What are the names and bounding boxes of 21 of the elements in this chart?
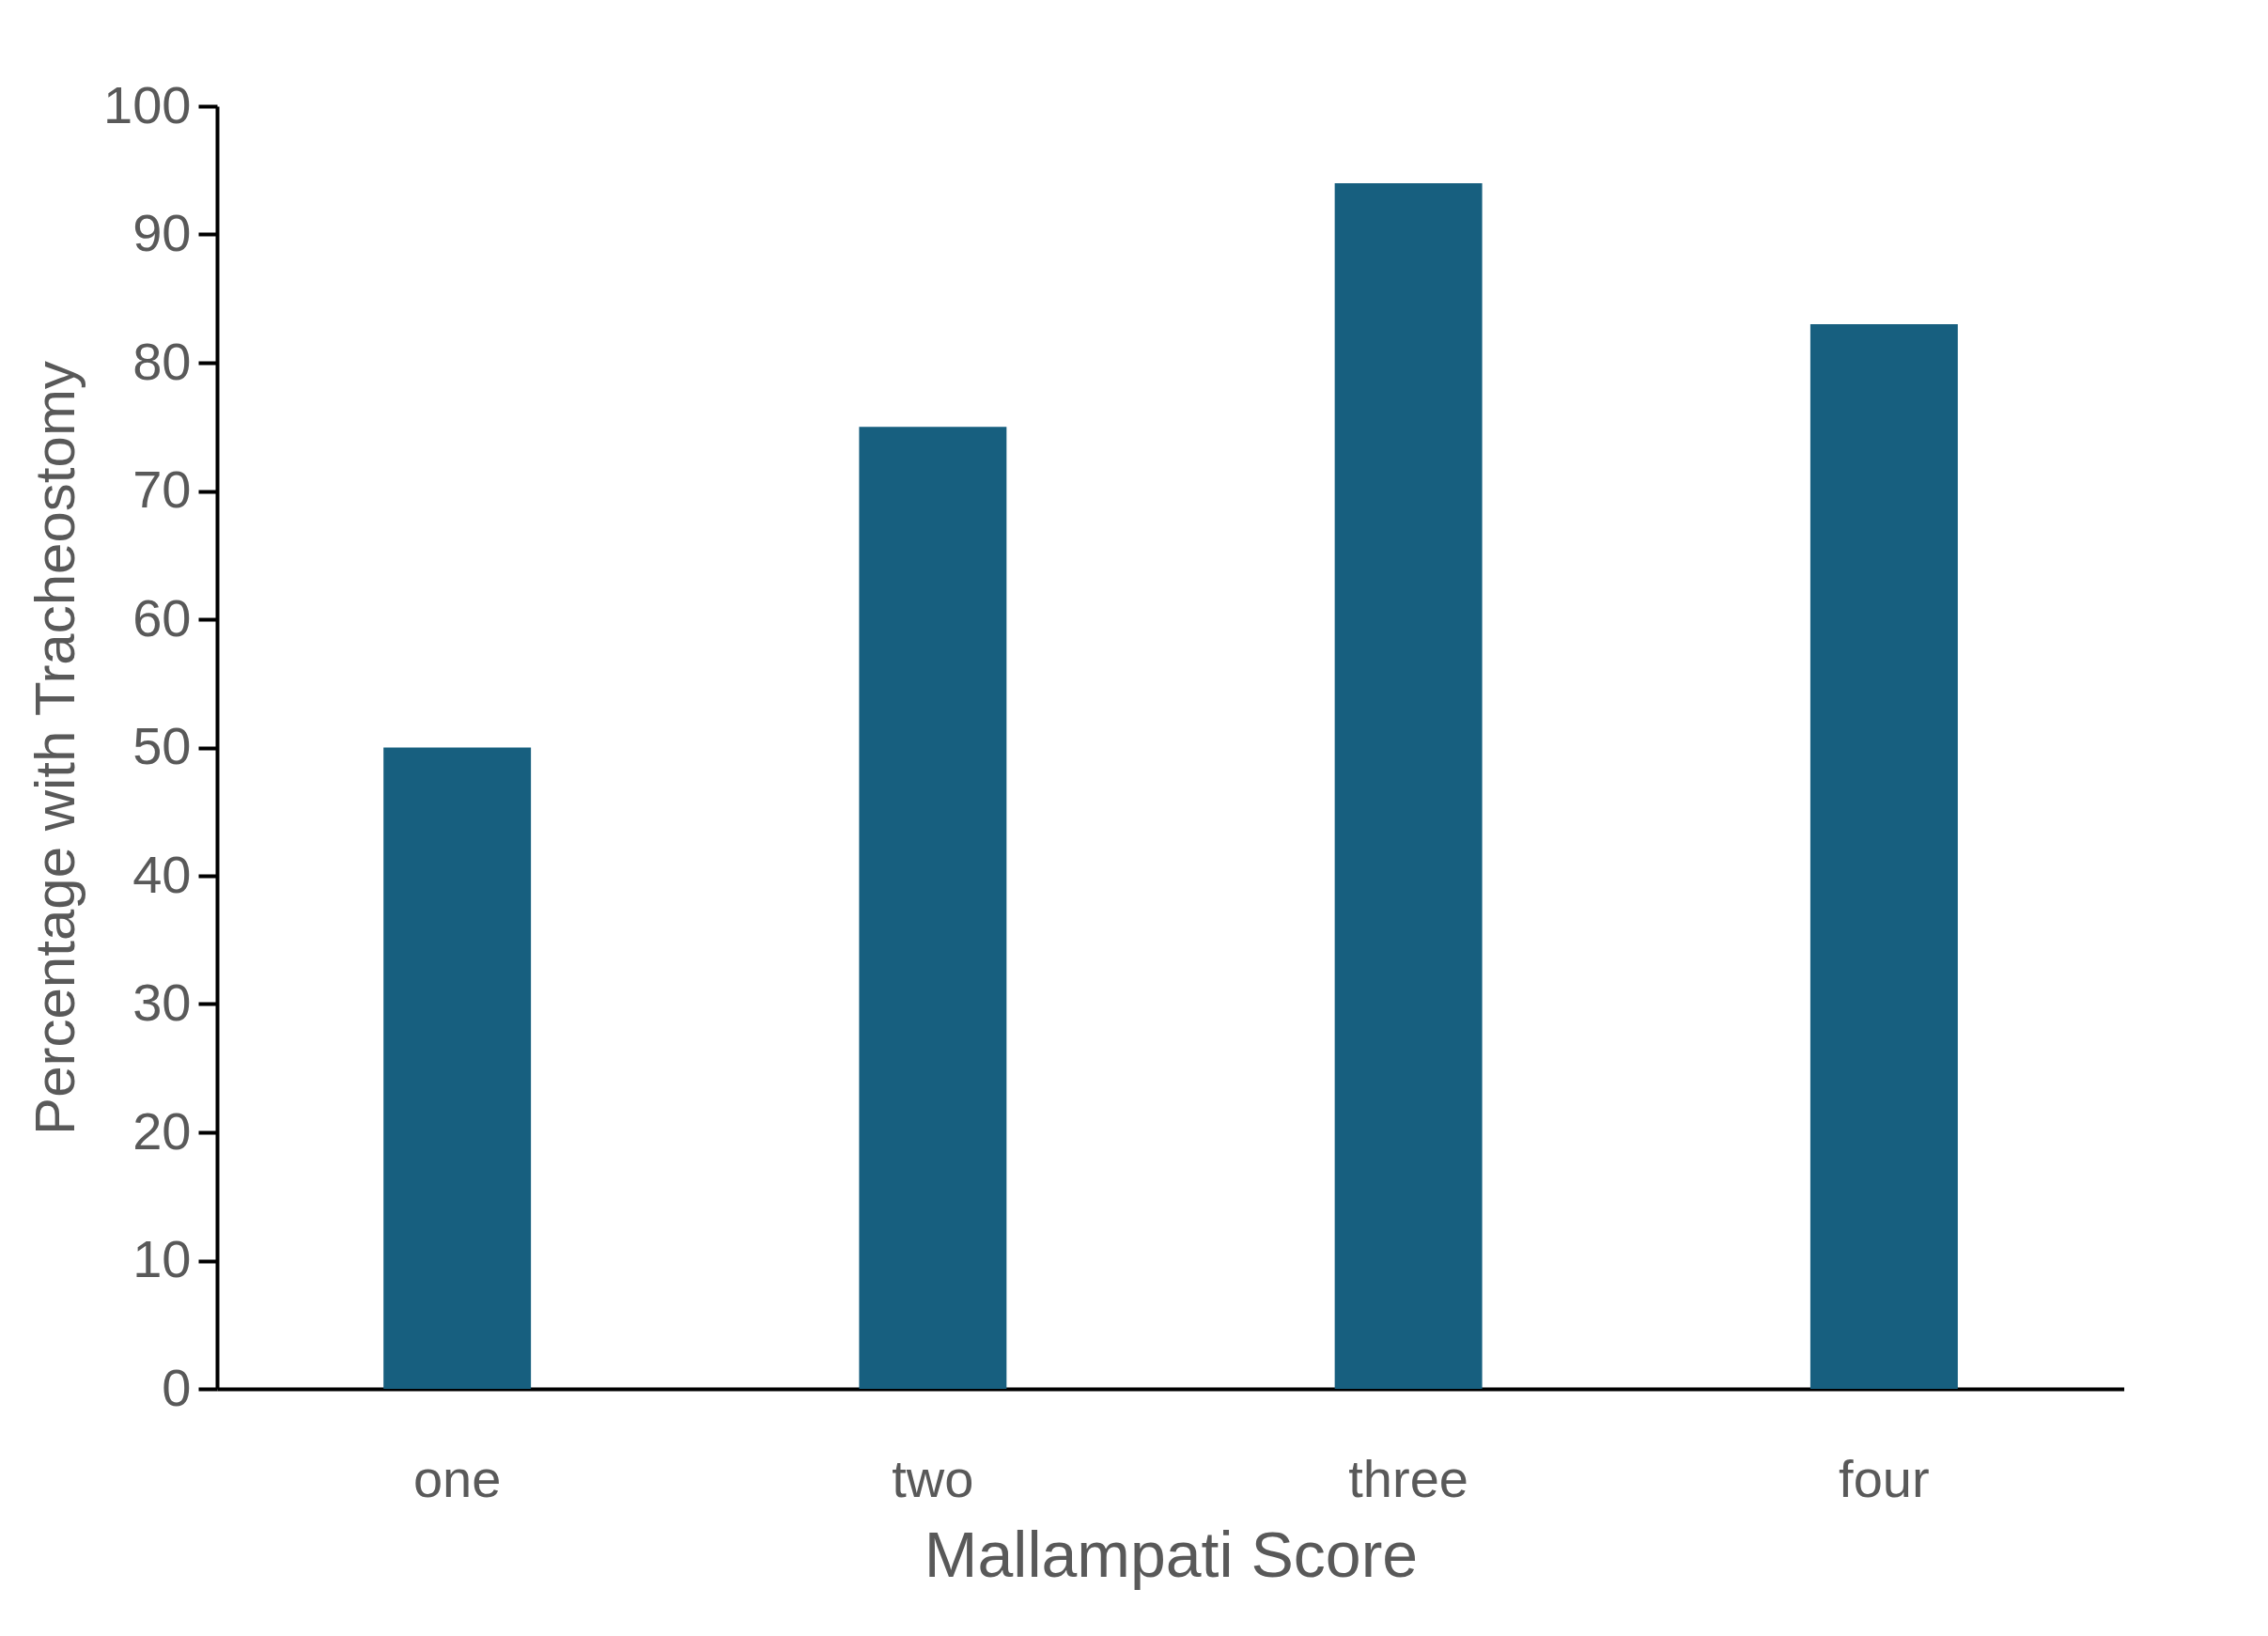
x-tick-label: four	[1839, 1448, 1930, 1508]
x-tick-label: two	[892, 1448, 974, 1508]
y-tick-label: 20	[132, 1100, 192, 1161]
y-tick-label: 40	[132, 844, 192, 904]
x-axis-title: Mallampati Score	[924, 1518, 1419, 1590]
y-tick-label: 50	[132, 716, 192, 775]
y-tick-label: 100	[103, 74, 192, 134]
y-tick-label: 10	[132, 1229, 192, 1288]
bar	[1334, 182, 1483, 1389]
y-axis-title: Percentage with Tracheostomy	[23, 361, 87, 1135]
y-tick-label: 90	[132, 203, 192, 262]
x-tick-label: one	[412, 1448, 502, 1508]
bar	[1810, 324, 1958, 1389]
y-tick-label: 80	[132, 331, 192, 391]
y-tick-label: 0	[162, 1357, 192, 1417]
bar	[859, 427, 1007, 1389]
y-tick-label: 60	[132, 587, 192, 647]
x-tick-label: three	[1348, 1448, 1468, 1508]
y-tick-label: 70	[132, 460, 192, 519]
y-tick-label: 30	[132, 973, 192, 1032]
bar	[383, 747, 532, 1389]
